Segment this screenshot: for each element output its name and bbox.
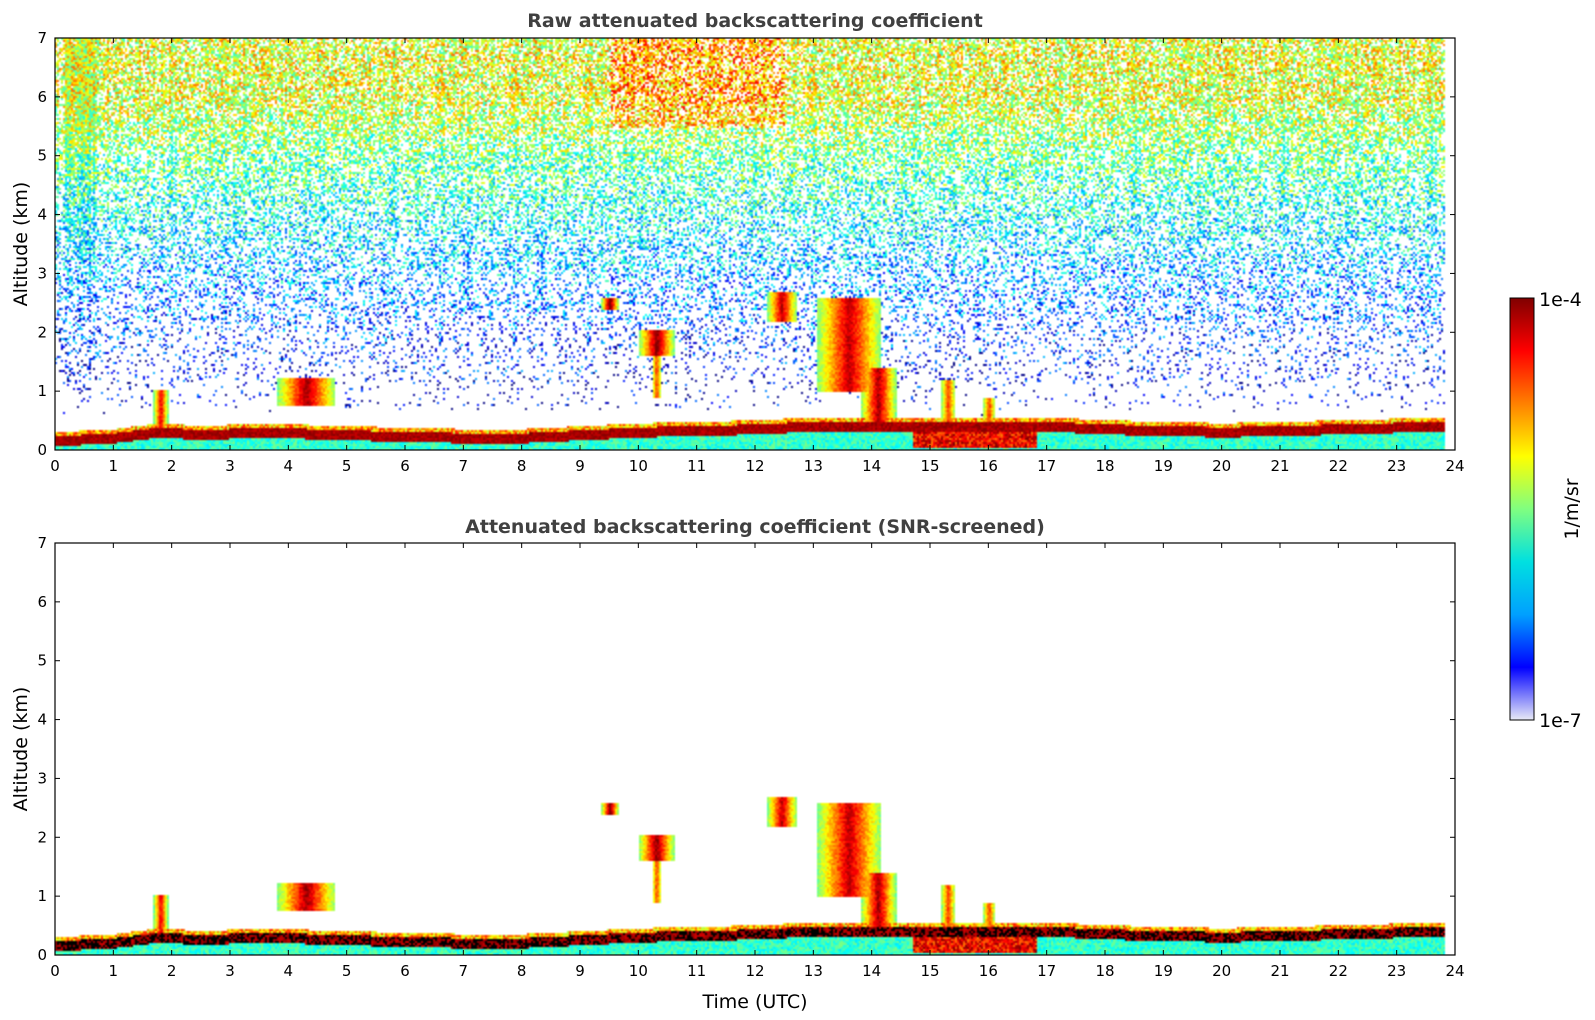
panel-raw-x-tick-label: 3 xyxy=(225,457,235,475)
panel-raw-x-tick-label: 23 xyxy=(1387,457,1406,475)
panel-raw-x-tick-label: 21 xyxy=(1270,457,1289,475)
panel-screened-x-tick-label: 23 xyxy=(1387,962,1406,980)
panel-raw-x-tick-label: 10 xyxy=(629,457,648,475)
panel-screened-y-tick-label: 3 xyxy=(37,769,47,787)
panel-raw-x-tick-label: 6 xyxy=(400,457,410,475)
colorbar-unit-label: 1/m/sr xyxy=(1561,478,1583,539)
panel-screened-x-tick-label: 14 xyxy=(862,962,881,980)
panel-screened-y-tick-label: 0 xyxy=(37,946,47,964)
panel-screened-y-tick-label: 6 xyxy=(37,593,47,611)
panel-screened-x-tick-label: 6 xyxy=(400,962,410,980)
panel-screened-x-tick-label: 17 xyxy=(1037,962,1056,980)
panel-raw-x-tick-label: 7 xyxy=(459,457,469,475)
panel-screened-x-tick-label: 0 xyxy=(50,962,60,980)
colorbar: 1e-4 1e-7 1/m/sr xyxy=(1509,289,1583,732)
panel-screened-y-ticks: 0 1 2 3 4 5 6 7 xyxy=(37,534,1455,964)
panel-raw-x-tick-label: 19 xyxy=(1154,457,1173,475)
panel-raw-x-tick-label: 4 xyxy=(284,457,294,475)
panel-raw-image xyxy=(55,38,1455,450)
panel-raw-x-tick-label: 16 xyxy=(979,457,998,475)
panel-screened-x-tick-label: 22 xyxy=(1329,962,1348,980)
panel-raw-x-tick-label: 13 xyxy=(804,457,823,475)
panel-raw-x-tick-label: 18 xyxy=(1095,457,1114,475)
panel-screened-x-tick-label: 18 xyxy=(1095,962,1114,980)
panel-raw-y-tick-label: 7 xyxy=(37,29,47,47)
colorbar-min-label: 1e-7 xyxy=(1539,710,1582,732)
panel-raw-x-tick-label: 22 xyxy=(1329,457,1348,475)
panel-screened-xlabel: Time (UTC) xyxy=(701,991,807,1013)
panel-screened-x-tick-label: 8 xyxy=(517,962,527,980)
panel-screened-x-tick-label: 4 xyxy=(284,962,294,980)
panel-screened-x-tick-label: 9 xyxy=(575,962,585,980)
panel-screened-title: Attenuated backscattering coefficient (S… xyxy=(465,516,1045,538)
panel-raw-ylabel: Altitude (km) xyxy=(10,182,32,307)
panel-screened-x-tick-label: 13 xyxy=(804,962,823,980)
panel-raw-x-ticks: 0 1 2 3 4 5 6 7 8 9 10 11 12 13 14 15 16 17 18 19 20 21 22 23 24 xyxy=(50,38,1465,475)
panel-screened-x-tick-label: 15 xyxy=(920,962,939,980)
panel-raw-x-tick-label: 1 xyxy=(109,457,119,475)
panel-raw-x-tick-label: 9 xyxy=(575,457,585,475)
panel-screened-y-tick-label: 2 xyxy=(37,828,47,846)
panel-screened-y-tick-label: 5 xyxy=(37,652,47,670)
panel-raw-title: Raw attenuated backscattering coefficien… xyxy=(527,10,983,32)
colorbar-gradient xyxy=(1509,297,1535,721)
panel-raw-y-tick-label: 2 xyxy=(37,323,47,341)
panel-screened-heatmap xyxy=(55,543,1455,955)
panel-raw-y-tick-label: 5 xyxy=(37,147,47,165)
panel-screened-x-tick-label: 12 xyxy=(745,962,764,980)
panel-raw-heatmap xyxy=(55,38,1455,450)
panel-raw-x-tick-label: 8 xyxy=(517,457,527,475)
panel-screened-x-tick-label: 2 xyxy=(167,962,177,980)
panel-raw-y-tick-label: 4 xyxy=(37,206,47,224)
panel-raw-y-ticks: 0 1 2 3 4 5 6 7 xyxy=(37,29,1455,459)
colorbar-max-label: 1e-4 xyxy=(1539,289,1582,311)
panel-screened-y-tick-label: 1 xyxy=(37,887,47,905)
panel-screened-x-tick-label: 16 xyxy=(979,962,998,980)
panel-screened-x-tick-label: 20 xyxy=(1212,962,1231,980)
panel-screened-x-tick-label: 10 xyxy=(629,962,648,980)
panel-screened-x-tick-label: 5 xyxy=(342,962,352,980)
panel-raw-x-tick-label: 20 xyxy=(1212,457,1231,475)
panel-screened-x-tick-label: 24 xyxy=(1445,962,1464,980)
panel-raw-x-tick-label: 5 xyxy=(342,457,352,475)
panel-screened-y-tick-label: 7 xyxy=(37,534,47,552)
panel-raw-x-tick-label: 2 xyxy=(167,457,177,475)
panel-raw-y-tick-label: 6 xyxy=(37,88,47,106)
panel-screened-x-tick-label: 19 xyxy=(1154,962,1173,980)
panel-raw: Raw attenuated backscattering coefficien… xyxy=(10,10,1465,475)
panel-raw-y-tick-label: 1 xyxy=(37,382,47,400)
panel-screened-x-tick-label: 1 xyxy=(109,962,119,980)
panel-screened-x-tick-label: 21 xyxy=(1270,962,1289,980)
panel-raw-x-tick-label: 11 xyxy=(687,457,706,475)
panel-raw-x-tick-label: 24 xyxy=(1445,457,1464,475)
panel-screened: Attenuated backscattering coefficient (S… xyxy=(10,516,1465,1013)
panel-screened-x-tick-label: 3 xyxy=(225,962,235,980)
panel-screened-x-ticks: 0 1 2 3 4 5 6 7 8 9 10 11 12 13 14 15 16 17 18 19 20 21 22 23 24 xyxy=(50,543,1465,980)
panel-screened-x-tick-label: 11 xyxy=(687,962,706,980)
panel-raw-x-tick-label: 15 xyxy=(920,457,939,475)
panel-raw-x-tick-label: 12 xyxy=(745,457,764,475)
panel-raw-x-tick-label: 14 xyxy=(862,457,881,475)
panel-screened-image xyxy=(55,543,1455,955)
panel-screened-y-tick-label: 4 xyxy=(37,711,47,729)
panel-raw-x-tick-label: 0 xyxy=(50,457,60,475)
panel-screened-ylabel: Altitude (km) xyxy=(10,687,32,812)
panel-raw-x-tick-label: 17 xyxy=(1037,457,1056,475)
panel-screened-x-tick-label: 7 xyxy=(459,962,469,980)
panel-raw-y-tick-label: 3 xyxy=(37,264,47,282)
panel-raw-y-tick-label: 0 xyxy=(37,441,47,459)
